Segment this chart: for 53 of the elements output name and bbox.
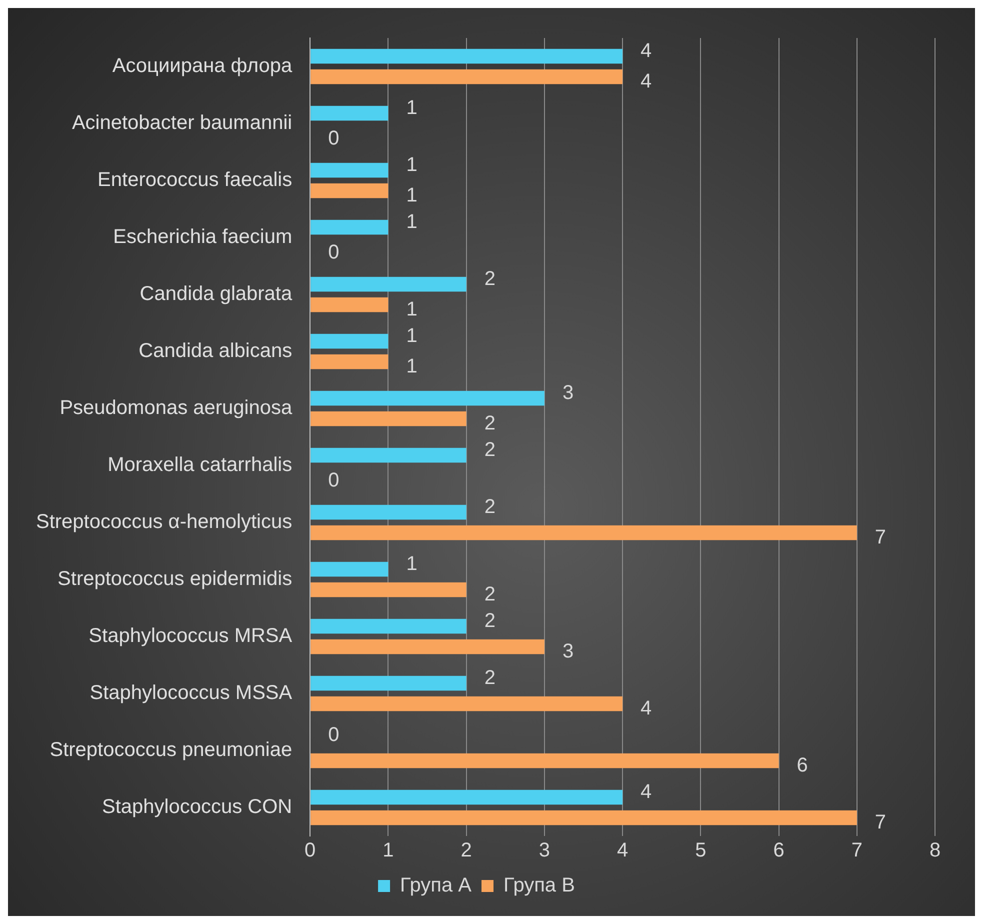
data-label: 1 bbox=[406, 96, 418, 119]
y-tick-label: Enterococcus faecalis bbox=[98, 169, 292, 192]
data-label: 2 bbox=[484, 496, 496, 518]
data-label: 2 bbox=[484, 583, 496, 606]
y-tick-label: Staphylococcus CON bbox=[102, 796, 292, 818]
data-label: 1 bbox=[406, 298, 418, 320]
data-label: 3 bbox=[562, 640, 574, 662]
data-label: 7 bbox=[874, 526, 886, 548]
data-label: 0 bbox=[328, 469, 340, 492]
y-tick-label: Staphylococcus MSSA bbox=[90, 682, 293, 704]
y-tick-label: Streptococcus α-hemolyticus bbox=[36, 511, 292, 534]
legend-label: Група A bbox=[400, 874, 472, 897]
data-label: 1 bbox=[406, 184, 418, 206]
data-label: 6 bbox=[796, 754, 808, 776]
data-label: 0 bbox=[328, 127, 340, 150]
data-label: 2 bbox=[484, 610, 496, 632]
x-tick-label: 1 bbox=[382, 840, 394, 862]
data-label: 2 bbox=[484, 666, 496, 689]
data-label: 2 bbox=[484, 268, 496, 290]
y-tick-label: Moraxella catarrhalis bbox=[108, 454, 292, 476]
legend-label: Група B bbox=[504, 874, 575, 897]
y-tick-label: Acinetobacter baumannii bbox=[72, 112, 292, 134]
data-label: 1 bbox=[406, 324, 418, 347]
y-tick-label: Streptococcus epidermidis bbox=[58, 568, 292, 590]
data-label: 1 bbox=[406, 552, 418, 575]
data-label: 0 bbox=[328, 241, 340, 264]
x-tick-label: 2 bbox=[460, 840, 472, 862]
data-label: 3 bbox=[562, 382, 574, 404]
data-label: 4 bbox=[640, 70, 652, 92]
x-tick-label: 7 bbox=[851, 840, 862, 862]
data-label: 4 bbox=[640, 40, 652, 62]
data-label: 1 bbox=[406, 210, 418, 233]
x-tick-label: 4 bbox=[616, 840, 628, 862]
data-label: 4 bbox=[640, 780, 652, 803]
x-tick-label: 6 bbox=[773, 840, 784, 862]
y-tick-label: Асоциирана флора bbox=[112, 55, 293, 78]
y-tick-label: Pseudomonas aeruginosa bbox=[60, 397, 293, 420]
data-label: 1 bbox=[406, 154, 418, 176]
y-tick-label: Candida glabrata bbox=[140, 283, 293, 306]
data-label: 2 bbox=[484, 412, 496, 434]
data-label: 0 bbox=[328, 724, 340, 746]
y-tick-label: Staphylococcus MRSA bbox=[88, 625, 293, 648]
y-tick-label: Streptococcus pneumoniae bbox=[50, 739, 292, 762]
x-tick-label: 5 bbox=[695, 840, 706, 862]
data-label: 1 bbox=[406, 355, 418, 378]
data-label: 7 bbox=[874, 811, 886, 834]
y-tick-label: Candida albicans bbox=[138, 340, 292, 362]
x-tick-label: 0 bbox=[304, 840, 316, 862]
y-tick-label: Escherichia faecium bbox=[113, 226, 292, 248]
x-tick-label: 8 bbox=[929, 840, 941, 862]
data-label: 4 bbox=[640, 697, 652, 720]
data-label: 2 bbox=[484, 438, 496, 461]
x-tick-label: 3 bbox=[538, 840, 550, 862]
